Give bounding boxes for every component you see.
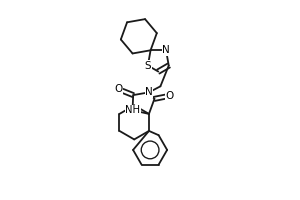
Text: O: O bbox=[115, 84, 123, 94]
Text: N: N bbox=[145, 87, 153, 97]
Text: N: N bbox=[162, 45, 170, 55]
Text: S: S bbox=[145, 61, 151, 71]
Text: O: O bbox=[166, 91, 174, 101]
Text: NH: NH bbox=[125, 105, 140, 115]
